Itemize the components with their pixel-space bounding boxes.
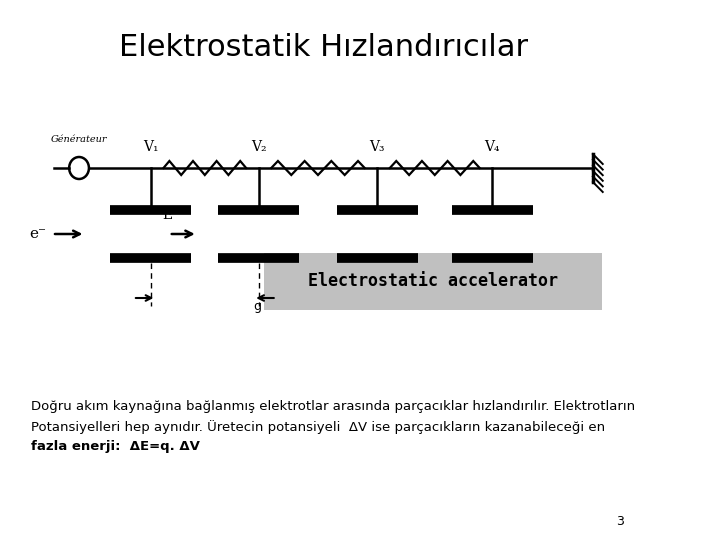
Bar [264,253,602,310]
Text: g: g [253,300,261,313]
Text: e⁻: e⁻ [30,227,47,241]
Text: Electrostatic accelerator: Electrostatic accelerator [308,273,558,291]
Text: fazla enerji:  ΔE=q. ΔV: fazla enerji: ΔE=q. ΔV [32,440,200,453]
Text: V₂: V₂ [251,140,266,154]
Text: Doğru akım kaynağına bağlanmış elektrotlar arasında parçacıklar hızlandırılır. E: Doğru akım kaynağına bağlanmış elektrotl… [32,400,636,413]
Text: V₁: V₁ [143,140,158,154]
Text: V₄: V₄ [485,140,500,154]
Text: Générateur: Générateur [51,135,107,144]
Text: Potansiyelleri hep aynıdır. Üretecin potansiyeli  ΔV ise parçacıkların kazanabil: Potansiyelleri hep aynıdır. Üretecin pot… [32,420,606,434]
Text: Elektrostatik Hızlandırıcılar: Elektrostatik Hızlandırıcılar [119,33,528,63]
Text: V₃: V₃ [369,140,385,154]
Text: E: E [162,208,172,222]
Text: 3: 3 [616,515,624,528]
